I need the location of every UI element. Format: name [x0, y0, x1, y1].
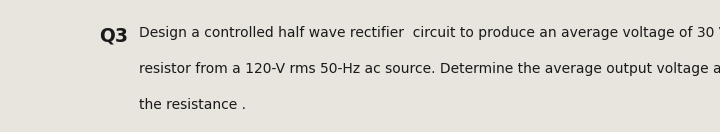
Text: the resistance .: the resistance . [139, 98, 246, 112]
Text: Q3: Q3 [99, 26, 128, 45]
Text: resistor from a 120-V rms 50-Hz ac source. Determine the average output voltage : resistor from a 120-V rms 50-Hz ac sourc… [139, 62, 720, 76]
Text: Design a controlled half wave rectifier  circuit to produce an average voltage o: Design a controlled half wave rectifier … [139, 26, 720, 40]
